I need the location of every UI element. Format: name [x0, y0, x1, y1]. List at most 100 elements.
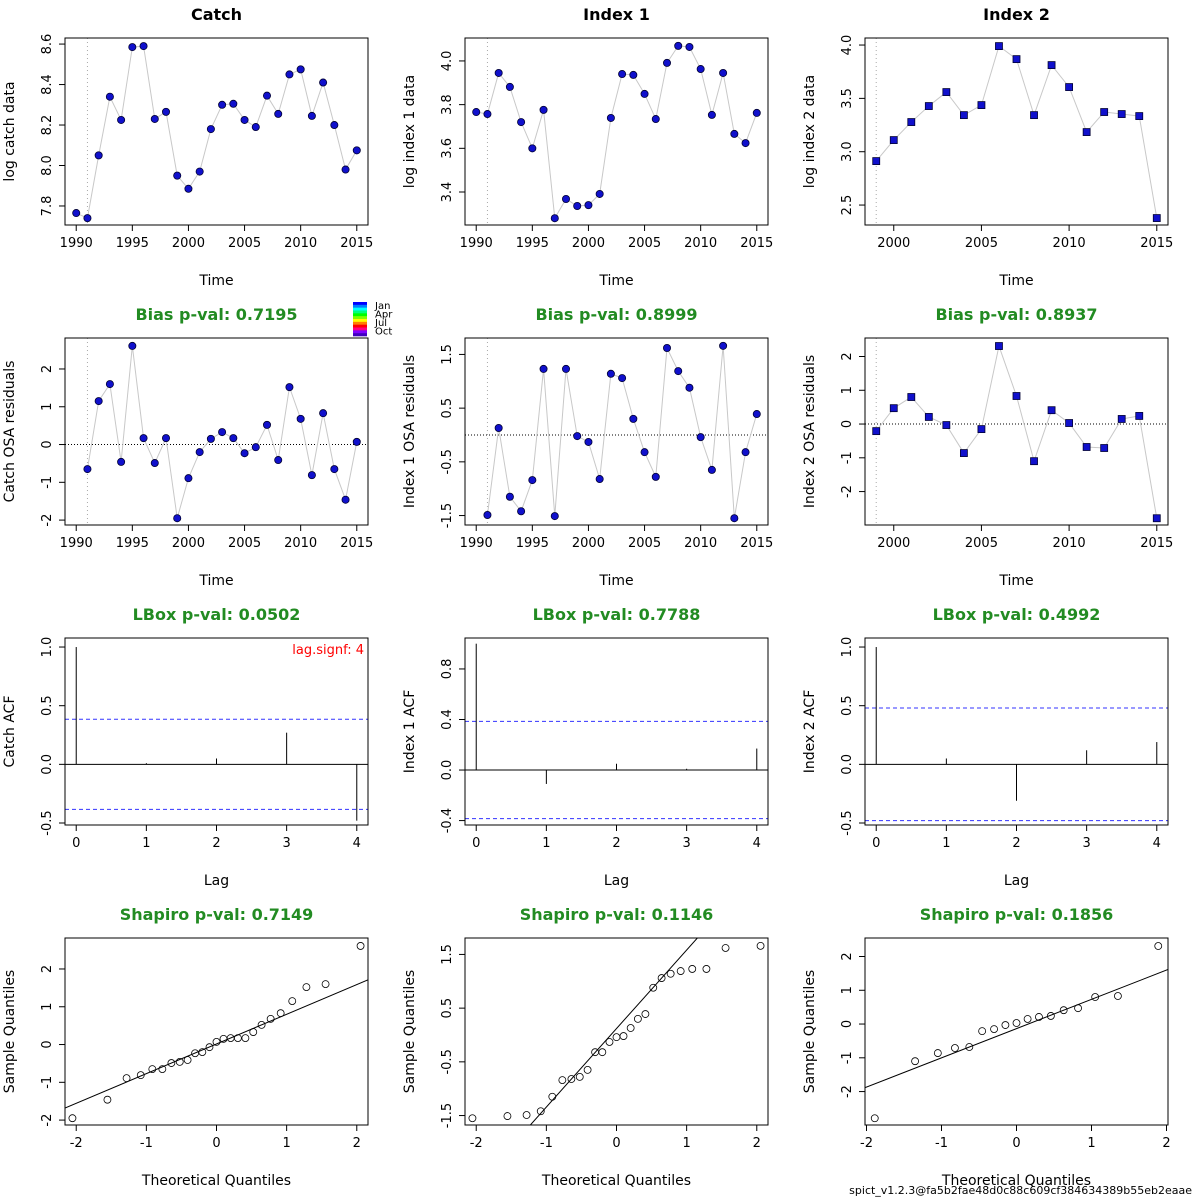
x-axis-title: Time — [198, 573, 233, 589]
x-tick-label: 1995 — [516, 236, 549, 251]
color-bar-label: Jul — [374, 318, 387, 329]
data-point — [575, 1072, 584, 1081]
data-point — [528, 476, 537, 485]
data-point — [1012, 55, 1021, 64]
data-point — [567, 1075, 576, 1083]
y-tick-label: 0.5 — [440, 398, 455, 419]
data-point — [483, 110, 492, 119]
data-point — [618, 70, 627, 79]
x-axis-title: Lag — [604, 873, 629, 889]
x-tick-label: 2010 — [284, 236, 317, 251]
y-axis-title: Catch OSA residuals — [2, 361, 18, 503]
y-tick-label: -0.5 — [40, 810, 55, 835]
x-axis-title: Time — [598, 573, 633, 589]
data-point — [285, 383, 294, 392]
data-point — [633, 1014, 642, 1023]
y-tick-label: 0.0 — [840, 754, 855, 775]
x-tick-label: 2015 — [740, 536, 773, 551]
data-point — [1012, 1019, 1021, 1027]
data-point — [1047, 406, 1056, 415]
color-bar-segment — [353, 333, 367, 337]
y-tick-label: 3.4 — [440, 182, 455, 203]
data-point — [122, 1074, 131, 1083]
y-tick-label: -2 — [840, 485, 855, 498]
data-point — [924, 413, 933, 421]
data-point — [218, 428, 227, 437]
data-point — [651, 115, 660, 124]
data-point — [522, 1111, 531, 1119]
plot-area — [65, 338, 368, 525]
x-axis-title: Lag — [1004, 873, 1029, 889]
panel: Index 2 Time log index 2 data 2000 2005 2010 2… — [802, 5, 1173, 289]
data-point — [68, 1114, 77, 1123]
panel: Shapiro p-val: 0.1146 Theoretical Quantil… — [402, 905, 769, 1189]
data-point — [965, 1043, 974, 1051]
data-point — [139, 434, 148, 443]
data-point — [257, 1020, 266, 1029]
x-tick-label: 2015 — [1140, 236, 1173, 251]
data-point — [206, 434, 215, 443]
qq-line — [865, 969, 1168, 1089]
y-tick-label: -1 — [840, 1051, 855, 1064]
data-point — [296, 414, 305, 423]
y-axis-title: Catch ACF — [2, 695, 18, 767]
y-tick-label: 1 — [40, 1003, 55, 1011]
data-point — [562, 364, 571, 373]
data-point — [995, 42, 1003, 51]
y-axis-title: log index 1 data — [402, 75, 418, 188]
x-tick-label: 2010 — [1053, 536, 1086, 551]
data-point — [103, 1095, 112, 1104]
y-tick-label: 3.0 — [840, 141, 855, 162]
data-point — [696, 65, 705, 74]
panel-title: LBox p-val: 0.7788 — [533, 605, 701, 624]
plot-area — [865, 338, 1168, 525]
data-point — [584, 437, 593, 446]
data-point — [341, 495, 350, 504]
y-tick-label: 2 — [40, 965, 55, 973]
data-point — [136, 1071, 145, 1080]
y-tick-label: -2 — [40, 514, 55, 527]
data-point — [505, 492, 514, 501]
data-point — [550, 214, 559, 223]
data-point — [276, 1009, 285, 1018]
plot-frame — [864, 37, 1169, 226]
data-point — [128, 43, 137, 52]
y-tick-label: 1 — [40, 403, 55, 411]
data-point — [752, 108, 761, 117]
y-axis-title: Sample Quantiles — [802, 970, 818, 1093]
x-tick-label: 2 — [353, 1136, 361, 1151]
plot-frame — [464, 337, 769, 526]
data-point — [721, 944, 730, 952]
series-line — [875, 45, 1158, 219]
data-point — [872, 157, 881, 166]
data-point — [241, 1034, 250, 1043]
data-point — [1046, 1012, 1055, 1020]
data-point — [330, 121, 339, 130]
data-point — [640, 448, 649, 457]
data-point — [562, 195, 571, 204]
y-tick-label: 3.5 — [840, 88, 855, 109]
data-point — [184, 474, 193, 483]
x-tick-label: -2 — [470, 1136, 483, 1151]
y-tick-label: 1 — [840, 386, 855, 394]
x-tick-label: 2015 — [740, 236, 773, 251]
x-tick-label: 2010 — [684, 236, 717, 251]
panel-title: Shapiro p-val: 0.7149 — [120, 905, 314, 924]
x-axis-title: Time — [198, 273, 233, 289]
x-tick-label: 1 — [1087, 1136, 1095, 1151]
data-point — [1074, 1004, 1082, 1013]
x-tick-label: 0 — [872, 836, 880, 851]
data-point — [229, 99, 238, 108]
panel-title: Index 2 — [983, 5, 1050, 24]
panel: Shapiro p-val: 0.7149 Theoretical Quantil… — [2, 905, 369, 1189]
y-tick-label: -2 — [840, 1085, 855, 1098]
data-point — [105, 92, 114, 101]
y-tick-label: 0.5 — [840, 695, 855, 716]
data-point — [907, 393, 916, 401]
panel: Index 1 Time log index 1 data 1990 1995 2000 2… — [402, 5, 773, 289]
x-tick-label: 3 — [682, 836, 690, 851]
color-bar-segment — [353, 304, 367, 308]
x-tick-label: 2000 — [877, 236, 910, 251]
data-point — [619, 1032, 628, 1040]
